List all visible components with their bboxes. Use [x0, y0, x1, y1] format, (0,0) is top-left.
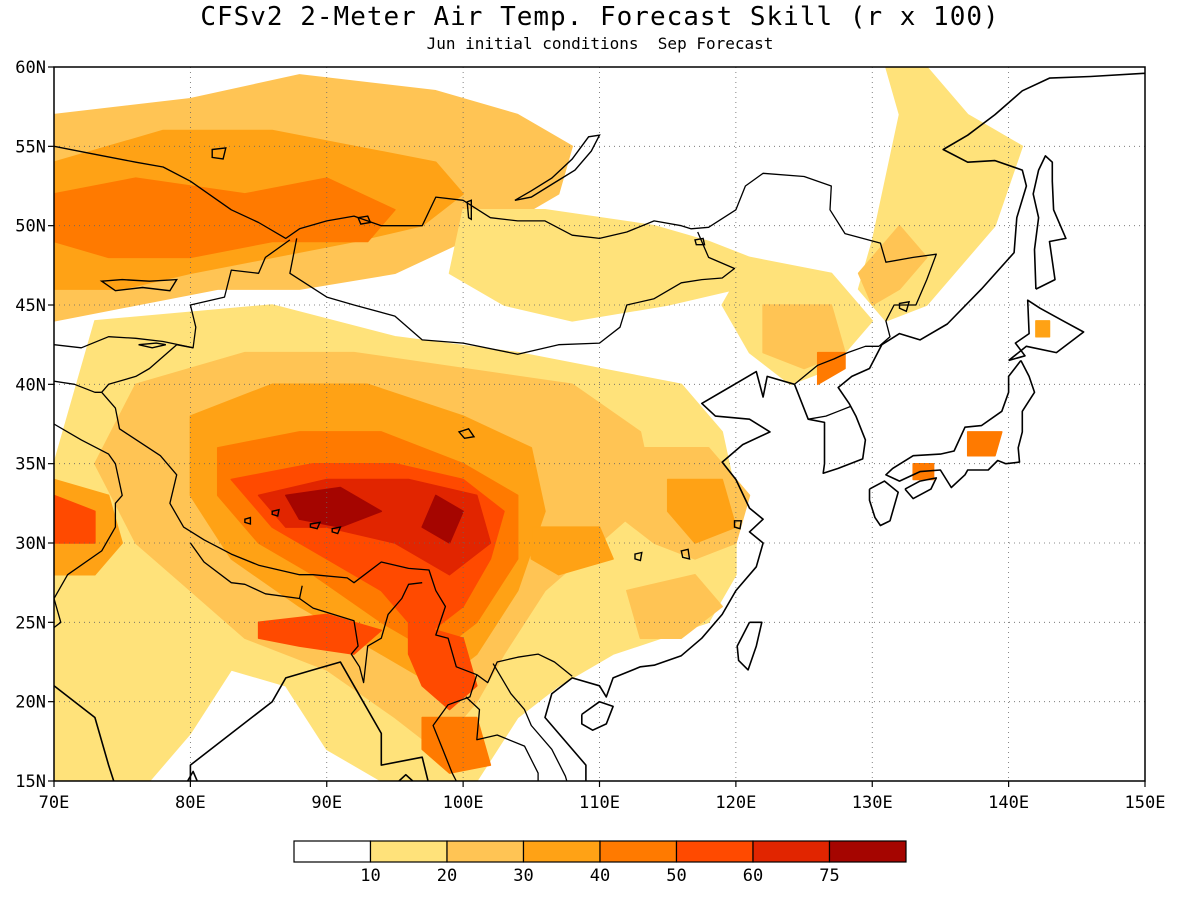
lon-label-110: 110E — [579, 793, 620, 813]
lat-label-40: 40N — [15, 375, 46, 395]
coastline-honshu — [885, 360, 1036, 489]
lon-label-120: 120E — [715, 793, 756, 813]
lat-label-55: 55N — [15, 137, 46, 157]
lake-khanka — [898, 300, 911, 313]
colorbar-swatch-2 — [369, 840, 448, 863]
skill-region-16 — [285, 486, 383, 528]
tibet-lake-1 — [309, 521, 322, 530]
colorbar-swatch-5 — [599, 840, 678, 863]
border-myanmar-thailand-laos — [432, 674, 478, 781]
qinghai-lake — [457, 427, 476, 440]
skill-region-27 — [966, 431, 1003, 457]
coastline-taiwan — [736, 621, 763, 671]
skill-region-5 — [857, 224, 928, 306]
lon-label-70: 70E — [39, 793, 70, 813]
map-title: CFSv2 2-Meter Air Temp. Forecast Skill (… — [200, 2, 1000, 32]
lat-label-20: 20N — [15, 693, 46, 713]
border-laos-vietnam — [492, 663, 568, 781]
coastline-hainan — [580, 700, 614, 732]
tibet-lake-4 — [244, 516, 252, 525]
colorbar-swatch-1 — [293, 840, 372, 863]
taihu — [733, 520, 743, 530]
lon-label-90: 90E — [311, 793, 342, 813]
skill-region-26 — [626, 573, 723, 639]
colorbar-swatch-6 — [675, 840, 754, 863]
lat-label-15: 15N — [15, 772, 46, 792]
skill-region-18 — [257, 613, 383, 655]
gridlines — [54, 67, 1145, 781]
colorbar-swatch-8 — [828, 840, 907, 863]
colorbar-swatch-3 — [446, 840, 525, 863]
lat-label-45: 45N — [15, 296, 46, 316]
colorbar-label-75: 75 — [819, 866, 839, 886]
colorbar-label-40: 40 — [590, 866, 610, 886]
border-india-pak-west — [54, 423, 123, 629]
tibet-lake-2 — [331, 526, 342, 535]
coastlines — [54, 72, 1145, 781]
lon-label-150: 150E — [1125, 793, 1166, 813]
coastline-sakhalin — [1032, 155, 1067, 290]
ob-reservoir — [211, 147, 227, 160]
border-kazakhstan-china — [101, 239, 291, 393]
border-china-korea — [794, 345, 880, 385]
border-russia-kz-mongolia-china — [54, 145, 937, 347]
lon-label-140: 140E — [988, 793, 1029, 813]
coastline-kyushu — [868, 480, 900, 527]
lon-label-100: 100E — [443, 793, 484, 813]
colorbar-label-30: 30 — [513, 866, 533, 886]
skill-region-3 — [54, 177, 396, 259]
lat-label-60: 60N — [15, 58, 46, 78]
skill-region-25 — [530, 526, 614, 576]
colorbar: 10 20 30 40 50 60 75 — [293, 840, 907, 886]
colorbar-label-20: 20 — [437, 866, 457, 886]
longitude-labels: 70E 80E 90E 100E 110E 120E 130E 140E 150E — [39, 781, 1166, 813]
border-tajik-afghan — [54, 380, 102, 393]
khovsgol — [466, 199, 472, 221]
coastline-shikoku — [904, 477, 938, 500]
colorbar-label-10: 10 — [360, 866, 380, 886]
poyang — [680, 548, 691, 560]
border-china-mongolia — [289, 231, 736, 355]
skill-region-9 — [816, 351, 846, 386]
coastline-sumatra-tip — [398, 773, 414, 781]
colorbar-swatch-4 — [522, 840, 601, 863]
lake-baikal — [514, 134, 601, 201]
skill-region-24 — [666, 478, 737, 544]
lon-label-80: 80E — [175, 793, 206, 813]
colorbar-label-60: 60 — [743, 866, 763, 886]
lat-label-30: 30N — [15, 534, 46, 554]
tibet-lake-3 — [271, 508, 280, 517]
lake-issyk-kul — [138, 342, 166, 349]
lat-label-25: 25N — [15, 613, 46, 633]
colorbar-swatch-7 — [752, 840, 831, 863]
lat-label-50: 50N — [15, 217, 46, 237]
border-korea-dmz — [808, 405, 851, 420]
coastline-mainland — [54, 72, 1145, 781]
border-china-india-himalaya — [101, 391, 573, 684]
border-central-asia-a — [54, 336, 194, 349]
latitude-labels: 15N 20N 25N 30N 35N 40N 45N 50N 55N 60N — [15, 58, 54, 792]
border-laos-thailand — [465, 696, 539, 781]
lat-label-35: 35N — [15, 455, 46, 475]
coastline-sri-lanka-top — [186, 770, 198, 781]
lake-balkhash — [99, 278, 178, 292]
map-subtitle: Jun initial conditions Sep Forecast — [426, 34, 774, 53]
political-borders — [54, 145, 937, 781]
skill-region-20 — [421, 716, 492, 774]
lon-label-130: 130E — [852, 793, 893, 813]
coastline-hokkaido — [1008, 299, 1085, 362]
skill-region-19 — [407, 621, 478, 711]
skill-region-29 — [1035, 320, 1051, 338]
border-bangladesh-myanmar — [299, 582, 423, 684]
dongting — [634, 551, 643, 562]
colorbar-label-50: 50 — [666, 866, 686, 886]
